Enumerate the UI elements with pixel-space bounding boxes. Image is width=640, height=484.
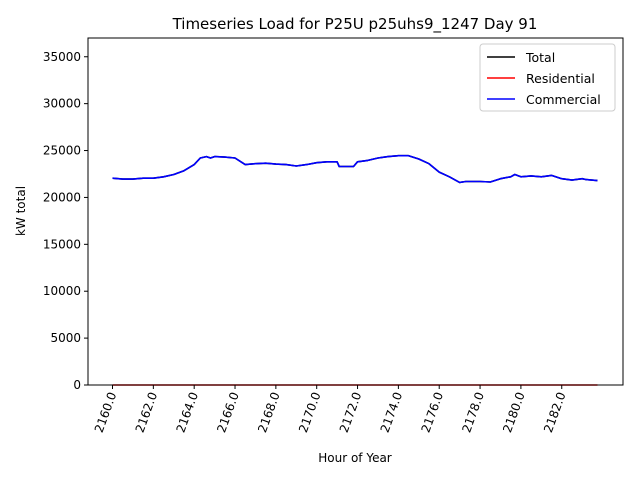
x-tick-label: 2166.0 <box>214 390 242 434</box>
y-tick-label: 15000 <box>43 237 81 251</box>
x-tick-label: 2180.0 <box>500 390 528 434</box>
y-tick-label: 20000 <box>43 190 81 204</box>
series-line-commercial <box>112 154 598 184</box>
legend-label-total: Total <box>525 50 555 65</box>
x-axis-label: Hour of Year <box>318 451 392 465</box>
x-tick-label: 2162.0 <box>133 390 161 434</box>
x-tick-label: 2176.0 <box>419 390 447 434</box>
legend-label-commercial: Commercial <box>526 92 601 107</box>
y-tick-label: 0 <box>73 378 81 392</box>
x-tick-label: 2170.0 <box>296 390 324 434</box>
y-tick-label: 10000 <box>43 284 81 298</box>
x-tick-label: 2174.0 <box>378 390 406 434</box>
y-axis: 0 5000 10000 15000 20000 25000 30000 35000 <box>43 50 88 392</box>
y-tick-label: 35000 <box>43 50 81 64</box>
y-tick-label: 30000 <box>43 97 81 111</box>
chart-title: Timeseries Load for P25U p25uhs9_1247 Da… <box>172 15 538 34</box>
legend: Total Residential Commercial <box>479 43 616 112</box>
series-layer <box>112 154 598 386</box>
x-tick-label: 2168.0 <box>255 390 283 434</box>
x-tick-label: 2182.0 <box>541 390 569 434</box>
legend-label-residential: Residential <box>526 71 595 86</box>
plot-frame <box>87 37 624 386</box>
y-tick-label: 5000 <box>50 331 81 345</box>
x-axis: 2160.0 2162.0 2164.0 2166.0 2168.0 2170.0 2172… <box>92 385 569 434</box>
x-tick-label: 2160.0 <box>92 390 120 434</box>
y-tick-label: 25000 <box>43 144 81 158</box>
x-tick-label: 2172.0 <box>337 390 365 434</box>
y-axis-label: kW total <box>14 186 28 236</box>
x-tick-label: 2178.0 <box>459 390 487 434</box>
legend-box <box>479 43 616 112</box>
x-tick-label: 2164.0 <box>173 390 201 434</box>
